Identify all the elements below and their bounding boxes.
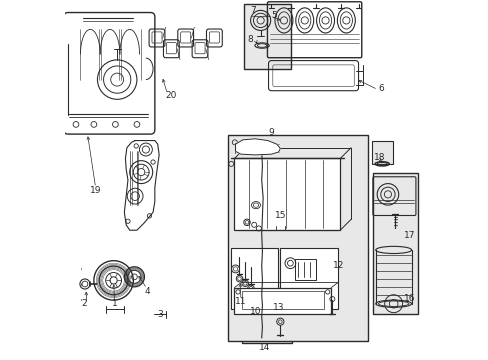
Text: 18: 18 — [373, 153, 385, 162]
Bar — [244, 4, 290, 69]
Text: 9: 9 — [268, 128, 274, 137]
Text: 3: 3 — [157, 310, 163, 319]
Bar — [228, 135, 367, 341]
Text: 11: 11 — [235, 297, 246, 306]
Text: 19: 19 — [90, 186, 101, 195]
Text: 7: 7 — [250, 6, 256, 15]
Bar — [280, 248, 337, 309]
Text: 6: 6 — [377, 84, 383, 93]
Bar — [372, 173, 417, 315]
Bar — [234, 158, 340, 230]
Text: 5: 5 — [271, 10, 277, 19]
Bar — [234, 288, 330, 315]
Text: 1: 1 — [112, 299, 117, 308]
Text: 12: 12 — [332, 261, 344, 270]
Bar — [265, 174, 286, 197]
Text: 8: 8 — [247, 35, 253, 44]
Text: 13: 13 — [273, 303, 284, 312]
Bar — [294, 259, 316, 280]
Text: 17: 17 — [403, 231, 414, 240]
Bar — [241, 139, 291, 343]
Text: 2: 2 — [81, 299, 87, 308]
Bar — [231, 248, 277, 309]
Polygon shape — [235, 139, 280, 155]
Text: 16: 16 — [403, 294, 414, 303]
Text: 20: 20 — [165, 91, 176, 100]
Text: 14: 14 — [258, 343, 269, 352]
Bar — [371, 140, 392, 164]
Text: 15: 15 — [274, 211, 285, 220]
Bar — [241, 291, 324, 309]
Text: 4: 4 — [144, 287, 149, 296]
Text: 10: 10 — [249, 307, 261, 316]
